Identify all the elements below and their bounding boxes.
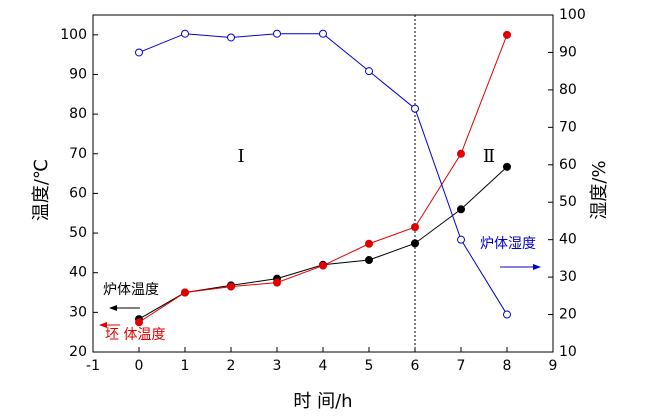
y-tick-label: 40 — [69, 265, 87, 281]
y-tick-label: 70 — [69, 146, 87, 162]
x-tick-label: -1 — [86, 358, 100, 374]
x-tick-label: 3 — [273, 358, 282, 374]
series-line — [138, 166, 508, 320]
data-point — [319, 29, 327, 38]
x-tick-label: 7 — [457, 358, 466, 374]
data-point — [365, 67, 373, 76]
plot-frame — [92, 14, 554, 353]
y2-tick-label: 30 — [559, 269, 577, 285]
data-point — [319, 261, 327, 270]
legend-label: 炉体温度 — [103, 282, 159, 298]
y-axis-label: 温度/℃ — [31, 159, 52, 221]
data-point — [365, 239, 373, 248]
x-tick-label: 8 — [503, 358, 512, 374]
data-point — [181, 288, 189, 297]
x-tick-label: 9 — [549, 358, 558, 374]
x-tick-label: 0 — [135, 358, 144, 374]
x-tick-label: 2 — [227, 358, 236, 374]
data-point — [135, 48, 143, 57]
x-tick-label: 1 — [181, 358, 190, 374]
y-tick-label: 80 — [69, 106, 87, 122]
data-point — [273, 278, 281, 287]
y-tick-label: 20 — [69, 344, 87, 360]
legend-label: 坯 体温度 — [105, 327, 165, 343]
y2-tick-label: 50 — [559, 194, 577, 210]
data-point — [503, 310, 511, 319]
y2-tick-label: 100 — [559, 7, 586, 23]
data-point — [503, 162, 511, 171]
y-tick-label: 50 — [69, 225, 87, 241]
data-point — [457, 205, 465, 214]
y2-axis-label: 湿度/% — [589, 160, 610, 219]
y2-tick-label: 10 — [559, 344, 577, 360]
y2-tick-label: 60 — [559, 157, 577, 173]
series-line — [138, 33, 508, 315]
data-point — [273, 29, 281, 38]
annotation: Ⅰ — [237, 146, 244, 167]
data-point — [457, 235, 465, 244]
y2-tick-label: 20 — [559, 307, 577, 323]
x-tick-label: 5 — [365, 358, 374, 374]
y-tick-label: 90 — [69, 66, 87, 82]
data-point — [457, 149, 465, 158]
y2-tick-label: 40 — [559, 232, 577, 248]
y-tick-label: 30 — [69, 304, 87, 320]
data-point — [411, 239, 419, 248]
data-point — [365, 256, 373, 265]
y-tick-label: 60 — [69, 185, 87, 201]
data-point — [503, 30, 511, 39]
data-point — [411, 223, 419, 232]
x-tick-label: 6 — [411, 358, 420, 374]
legend-label: 炉体湿度 — [480, 236, 536, 252]
data-point — [411, 104, 419, 113]
data-point — [227, 282, 235, 291]
annotation: Ⅱ — [483, 146, 495, 167]
data-point — [227, 33, 235, 42]
y2-tick-label: 90 — [559, 44, 577, 60]
x-axis-label: 时 间/h — [293, 391, 352, 412]
y-tick-label: 100 — [60, 27, 87, 43]
y2-tick-label: 70 — [559, 119, 577, 135]
data-point — [181, 29, 189, 38]
series-line — [138, 34, 508, 323]
y2-tick-label: 80 — [559, 82, 577, 98]
x-tick-label: 4 — [319, 358, 328, 374]
data-point — [135, 318, 143, 327]
